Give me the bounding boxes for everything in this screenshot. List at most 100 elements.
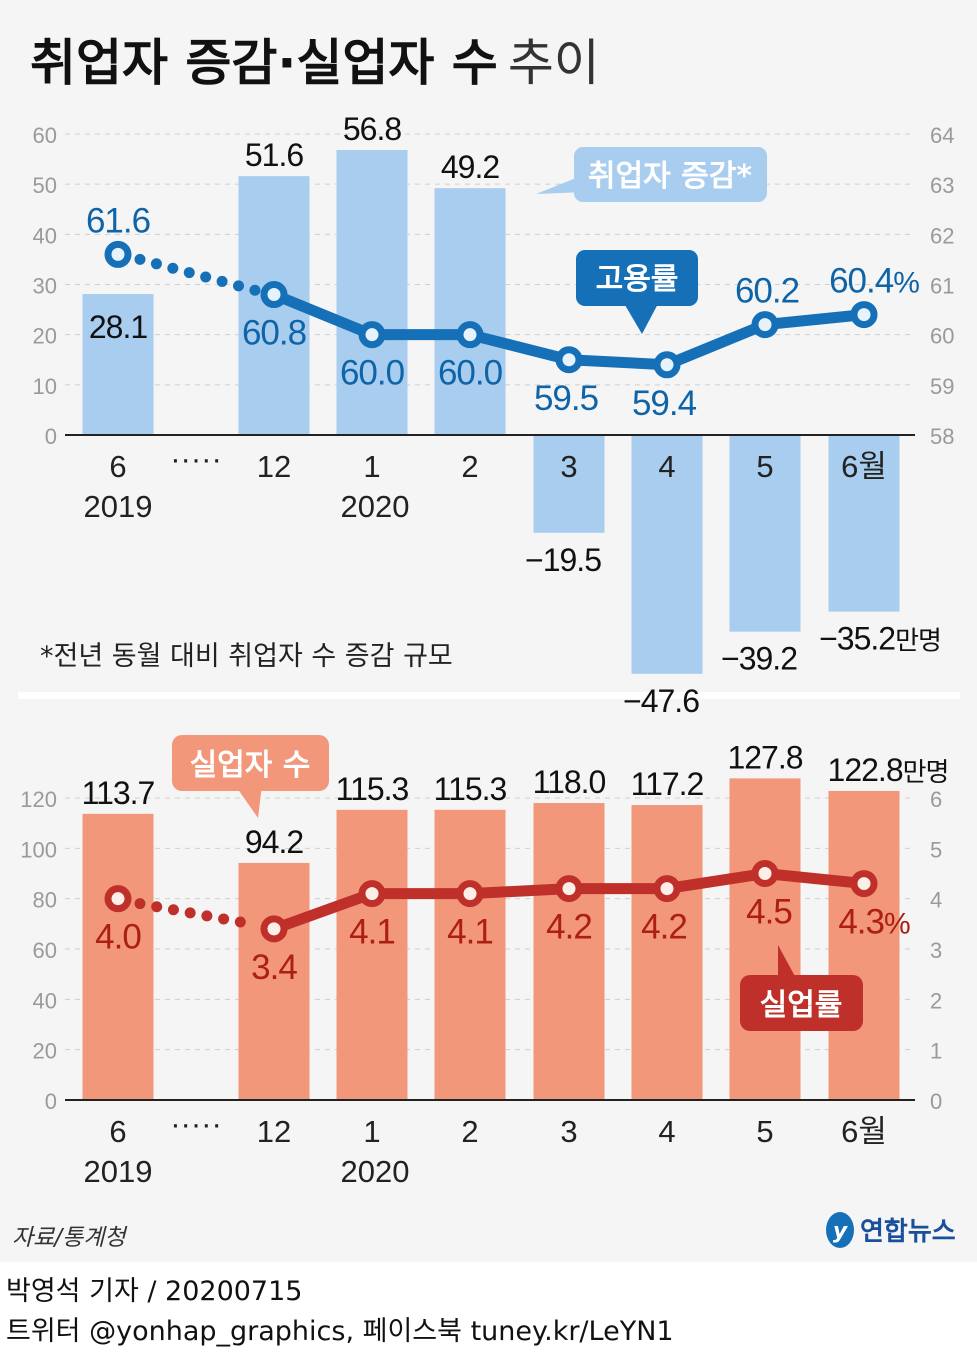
left-axis-tick: 10: [33, 374, 57, 399]
source-note: 자료/통계청: [12, 1225, 128, 1251]
rate-point: [653, 351, 681, 379]
yonhap-logo: y 연합뉴스: [826, 1212, 956, 1248]
svg-text:y: y: [833, 1219, 849, 1244]
title-light: 추이: [508, 34, 600, 92]
unit-label: %: [893, 267, 919, 300]
right-axis-tick: 61: [930, 274, 954, 299]
gap-marker: ·····: [170, 1106, 222, 1141]
rate-point: [104, 240, 132, 268]
bar-value-label: −35.2만명: [819, 621, 941, 657]
left-axis-tick: 100: [20, 837, 57, 862]
unemployed-callout: 실업자 수: [172, 735, 329, 818]
bar-value-label: 115.3: [336, 771, 409, 807]
right-axis-tick: 4: [930, 888, 942, 913]
bar-value-label: 28.1: [89, 309, 147, 345]
rate-point: [456, 321, 484, 349]
x-tick-label: 12: [257, 449, 291, 484]
x-tick-label: 12: [257, 1114, 291, 1149]
bar-value-label: 117.2: [631, 766, 704, 802]
x-tick-label: 2: [461, 449, 478, 484]
bar-value-label: −19.5: [525, 542, 601, 578]
rate-point: [104, 885, 132, 913]
rate-point: [653, 875, 681, 903]
left-axis-tick: 80: [33, 888, 57, 913]
unit-label: %: [884, 908, 910, 941]
bar: [828, 790, 900, 1100]
rate-value-label: 60.0: [340, 354, 405, 393]
bar: [533, 803, 605, 1100]
x-tick-label: 4: [658, 449, 675, 484]
rate-value-label: 60.8: [242, 314, 306, 353]
rate-value-label: 59.4: [632, 384, 697, 423]
bar-value-label: 113.7: [82, 775, 155, 811]
x-tick-label: 1: [363, 449, 380, 484]
right-axis-tick: 5: [930, 837, 942, 862]
left-axis-tick: 50: [33, 173, 57, 198]
left-axis-tick: 30: [33, 274, 57, 299]
x-tick-label: 6: [109, 449, 126, 484]
footnote: *전년 동월 대비 취업자 수 증감 규모: [40, 641, 453, 672]
bar-value-label: −47.6: [623, 683, 699, 719]
right-axis-tick: 62: [930, 223, 954, 248]
bar-value-label: 122.8만명: [828, 752, 949, 788]
year-label: 2019: [84, 489, 153, 524]
bar: [533, 435, 605, 533]
rate-value-label: 3.4: [251, 948, 297, 987]
right-axis-tick: 0: [930, 1089, 942, 1114]
right-axis-tick: 2: [930, 988, 942, 1013]
year-label: 2019: [84, 1154, 153, 1189]
unit-label: 만명: [903, 758, 949, 788]
bar: [729, 778, 801, 1100]
rate-value-label: 4.0: [95, 918, 141, 957]
left-axis-tick: 0: [45, 424, 57, 449]
rate-value-label: 4.1: [349, 913, 395, 952]
callout-label: 고용률: [596, 262, 679, 297]
right-axis-tick: 59: [930, 374, 954, 399]
bar: [434, 809, 506, 1100]
title-bold: 취업자 증감·실업자 수: [30, 34, 498, 92]
rate-point: [260, 915, 288, 943]
left-axis-tick: 60: [33, 938, 57, 963]
logo-text: 연합뉴스: [860, 1217, 956, 1247]
callout-label: 실업자 수: [190, 748, 311, 783]
gap-marker: ·····: [170, 441, 222, 476]
credit-social: 트위터 @yonhap_graphics, 페이스북 tuney.kr/LeYN…: [6, 1316, 674, 1347]
callout-label: 취업자 증감*: [588, 159, 752, 194]
rate-point: [358, 880, 386, 908]
x-tick-label: 3: [560, 1114, 577, 1149]
bar: [238, 862, 310, 1100]
bar-value-label: 51.6: [245, 137, 303, 173]
x-tick-label: 6월: [841, 1114, 887, 1149]
bar-value-label: 115.3: [434, 771, 507, 807]
left-axis-tick: 20: [33, 1039, 57, 1064]
bar: [631, 435, 703, 674]
bar-value-label: 118.0: [533, 764, 606, 800]
bar-value-label: −39.2: [721, 641, 797, 677]
left-axis-tick: 60: [33, 123, 57, 148]
section-divider: [18, 692, 960, 699]
right-axis-tick: 63: [930, 173, 954, 198]
bar: [828, 435, 900, 612]
rate-point: [555, 346, 583, 374]
rate-point: [751, 311, 779, 339]
year-label: 2020: [341, 1154, 410, 1189]
employment-rate-callout: 고용률: [576, 250, 698, 334]
rate-point: [850, 870, 878, 898]
x-tick-label: 3: [560, 449, 577, 484]
x-tick-label: 4: [658, 1114, 675, 1149]
bar-value-label: 56.8: [343, 111, 401, 147]
x-tick-label: 5: [756, 1114, 773, 1149]
x-tick-label: 1: [363, 1114, 380, 1149]
x-tick-label: 5: [756, 449, 773, 484]
rate-value-label: 59.5: [534, 379, 598, 418]
left-axis-tick: 120: [20, 787, 57, 812]
rate-value-label: 4.2: [546, 908, 592, 947]
bar-value-label: 127.8: [727, 739, 802, 775]
right-axis-tick: 3: [930, 938, 942, 963]
rate-value-label: 4.5: [746, 893, 792, 932]
dotted-line-segment: [134, 253, 262, 297]
bar-value-label: 94.2: [245, 824, 303, 860]
left-axis-tick: 0: [45, 1089, 57, 1114]
